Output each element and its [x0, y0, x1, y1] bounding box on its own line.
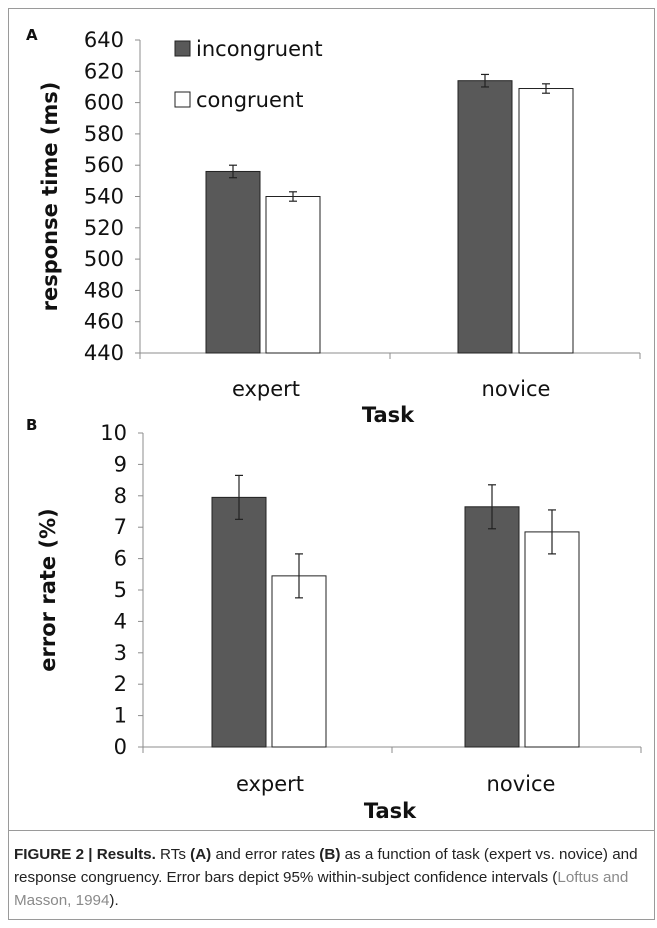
x-tick-label-expert: expert — [232, 377, 300, 401]
legend-label-incongruent: incongruent — [196, 37, 323, 61]
panel-label: A — [26, 26, 38, 44]
y-tick-label: 9 — [114, 452, 127, 476]
caption-citation-link[interactable]: Loftus and Masson, 1994 — [14, 869, 629, 909]
y-tick-label: 580 — [84, 122, 124, 146]
y-tick-label: 600 — [84, 91, 124, 115]
caption-ref-a: (A) — [190, 846, 212, 863]
bar-congruent-expert — [271, 575, 327, 748]
y-tick-label: 6 — [114, 547, 127, 571]
x-tick-label-expert: expert — [236, 772, 304, 796]
y-tick-label: 2 — [114, 672, 127, 696]
y-tick-label: 4 — [114, 609, 127, 633]
x-axis-title: Task — [364, 799, 417, 823]
y-tick-label: 3 — [114, 641, 127, 665]
y-tick-label: 5 — [114, 578, 127, 602]
bar-congruent-novice — [524, 531, 580, 748]
y-axis-title: error rate (%) — [36, 508, 60, 671]
y-tick-label: 640 — [84, 28, 124, 52]
legend-label-congruent: congruent — [196, 88, 303, 112]
caption-ref-b: (B) — [319, 846, 341, 863]
bar-incongruent-novice — [464, 506, 520, 748]
x-axis-title: Task — [362, 403, 415, 427]
y-tick-label: 7 — [114, 515, 127, 539]
caption-divider — [8, 830, 655, 831]
bar-incongruent-expert — [211, 496, 267, 748]
y-tick-label: 0 — [114, 735, 127, 759]
legend-swatch-incongruent — [174, 40, 191, 57]
caption-text-3: as a function of task (expert vs. novice… — [14, 846, 638, 886]
bar-congruent-expert — [265, 196, 321, 354]
figure-caption: FIGURE 2 | Results. RTs (A) and error ra… — [14, 843, 644, 912]
y-tick-label: 520 — [84, 216, 124, 240]
panel-label: B — [26, 416, 37, 434]
y-tick-label: 500 — [84, 247, 124, 271]
y-tick-label: 10 — [100, 421, 127, 445]
caption-lead: FIGURE 2 | Results. — [14, 846, 156, 863]
y-tick-label: 540 — [84, 185, 124, 209]
caption-text-2: and error rates — [211, 846, 320, 863]
y-tick-label: 8 — [114, 484, 127, 508]
bar-congruent-novice — [518, 88, 574, 354]
y-tick-label: 560 — [84, 153, 124, 177]
y-tick-label: 440 — [84, 341, 124, 365]
bar-incongruent-novice — [457, 80, 513, 354]
y-tick-label: 620 — [84, 59, 124, 83]
legend-swatch-congruent — [174, 91, 191, 108]
y-tick-label: 480 — [84, 278, 124, 302]
caption-text-4: ). — [109, 892, 119, 909]
panel-b: B 0 1 2 3 4 5 6 7 8 9 10 expert novice Task error rate … — [26, 416, 642, 823]
x-tick-label-novice: novice — [482, 377, 551, 401]
caption-text-1: RTs — [155, 846, 191, 863]
y-tick-label: 1 — [114, 704, 127, 728]
y-axis-title: response time (ms) — [38, 82, 62, 312]
y-tick-label: 460 — [84, 310, 124, 334]
panel-a: A 440 460 480 500 520 540 560 580 600 620 640 expert… — [26, 26, 641, 427]
x-tick-label-novice: novice — [487, 772, 556, 796]
bar-incongruent-expert — [205, 170, 261, 354]
figure-charts: A440460480500520540560580600620640expert… — [26, 26, 642, 823]
